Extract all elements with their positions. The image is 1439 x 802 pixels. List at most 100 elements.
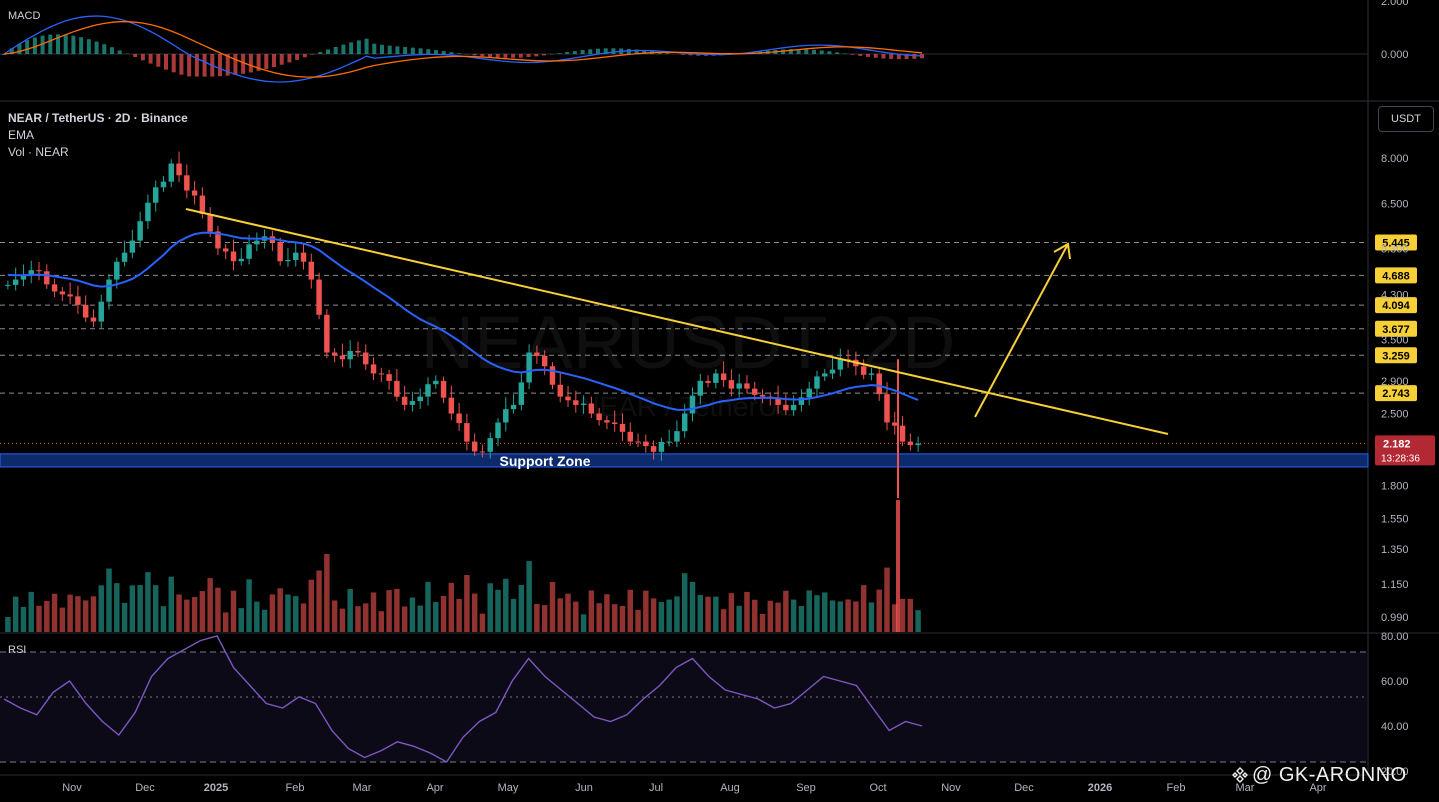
candle-body	[876, 373, 882, 395]
volume-bar	[355, 606, 361, 632]
volume-bar	[59, 607, 66, 632]
candle-body	[394, 380, 400, 397]
macd-histogram-bar	[827, 51, 832, 54]
volume-bar	[915, 610, 921, 632]
volume-bar	[518, 584, 525, 632]
candle-body	[565, 396, 571, 401]
time-tick-label: Feb	[286, 782, 305, 794]
rsi-tick-label: 20.00	[1381, 766, 1409, 778]
level-tag-label: 4.094	[1382, 300, 1410, 312]
candle-body	[28, 270, 34, 276]
volume-bar	[534, 603, 540, 632]
macd-histogram-bar	[187, 54, 192, 77]
candle-body	[59, 291, 66, 295]
ema-legend[interactable]: EMA	[8, 128, 35, 142]
candle-body	[814, 376, 820, 389]
macd-histogram-bar	[302, 54, 307, 58]
candle-body	[82, 304, 89, 318]
volume-bar	[464, 574, 470, 632]
volume-bar	[503, 578, 509, 632]
legend: NEAR / TetherUS · 2D · Binance EMA Vol ·…	[8, 110, 188, 161]
support-zone-box	[0, 453, 1369, 468]
candle-body	[44, 271, 50, 285]
macd-histogram-bar	[102, 44, 107, 54]
macd-histogram-bar	[858, 54, 863, 56]
candle-body	[448, 397, 455, 414]
candle-body	[347, 351, 353, 360]
candle-body	[401, 396, 408, 405]
volume-bar	[705, 596, 711, 632]
macd-histogram-bar	[866, 54, 870, 57]
macd-histogram-bar	[133, 54, 138, 57]
macd-histogram-bar	[248, 54, 253, 73]
macd-histogram-bar	[642, 50, 647, 54]
volume-bar	[316, 570, 322, 632]
volume-bar	[611, 604, 618, 632]
candle-body	[783, 404, 789, 411]
macd-histogram-bar	[657, 52, 662, 54]
volume-bar	[619, 605, 626, 632]
volume-bar	[121, 602, 128, 632]
volume-bar	[324, 553, 330, 632]
macd-histogram-bar	[511, 54, 516, 58]
macd-histogram-bar	[850, 54, 855, 55]
ema-line	[7, 231, 919, 411]
candle-body	[697, 380, 704, 396]
macd-histogram-bar	[148, 54, 153, 64]
candle-body	[230, 251, 237, 262]
volume-bar	[674, 596, 680, 632]
macd-histogram-bar	[534, 54, 539, 57]
symbol-title[interactable]: NEAR / TetherUS · 2D · Binance	[8, 111, 188, 125]
volume-bar	[596, 603, 602, 632]
candle-body	[541, 355, 548, 367]
macd-histogram-bar	[241, 54, 246, 74]
macd-histogram-bar	[264, 54, 269, 70]
candle-body	[98, 301, 104, 322]
macd-histogram-bar	[333, 46, 338, 54]
macd-histogram-bar	[812, 49, 816, 54]
volume-bar	[254, 601, 260, 632]
macd-histogram-bar	[94, 41, 99, 54]
macd-histogram-bar	[279, 54, 284, 65]
time-tick-label: 2026	[1088, 782, 1112, 794]
volume-bar	[752, 599, 758, 632]
candle-body	[215, 231, 221, 249]
macd-histogram-bar	[418, 48, 423, 54]
volume-bar	[82, 600, 89, 632]
candle-body	[557, 384, 563, 397]
volume-bar	[433, 602, 439, 632]
macd-histogram-bar	[140, 54, 145, 61]
rsi-band	[0, 652, 1368, 762]
macd-histogram-bar	[2, 54, 6, 55]
volume-bar	[728, 593, 735, 632]
macd-histogram-bar	[611, 48, 616, 54]
candle-body	[409, 401, 416, 405]
time-tick-label: Mar	[353, 782, 372, 794]
candle-body	[573, 400, 579, 405]
candle-body	[899, 425, 906, 442]
macd-tick-label: 2.000	[1381, 0, 1409, 8]
macd-histogram-bar	[904, 54, 909, 60]
volume-bar	[277, 588, 283, 632]
volume-bar	[736, 605, 742, 632]
macd-histogram-bar	[310, 54, 315, 55]
candle-body	[510, 404, 517, 410]
candle-body	[596, 413, 602, 421]
volume-bar	[448, 582, 455, 632]
volume-legend[interactable]: Vol · NEAR	[8, 145, 69, 159]
candle-body	[627, 431, 633, 442]
price-tick-label: 3.500	[1381, 335, 1409, 347]
currency-button[interactable]: USDT	[1378, 106, 1434, 132]
price-tick-label: 0.990	[1381, 612, 1409, 624]
volume-bar	[837, 601, 844, 632]
volume-bar	[293, 596, 299, 632]
volume-bar	[152, 585, 159, 632]
candle-body	[526, 352, 532, 383]
volume-bar	[207, 578, 213, 632]
current-price-tag	[1375, 435, 1435, 466]
level-tag-label: 2.743	[1382, 388, 1410, 400]
candle-body	[650, 446, 657, 452]
volume-bar	[790, 599, 797, 632]
macd-histogram-bar	[920, 54, 924, 59]
